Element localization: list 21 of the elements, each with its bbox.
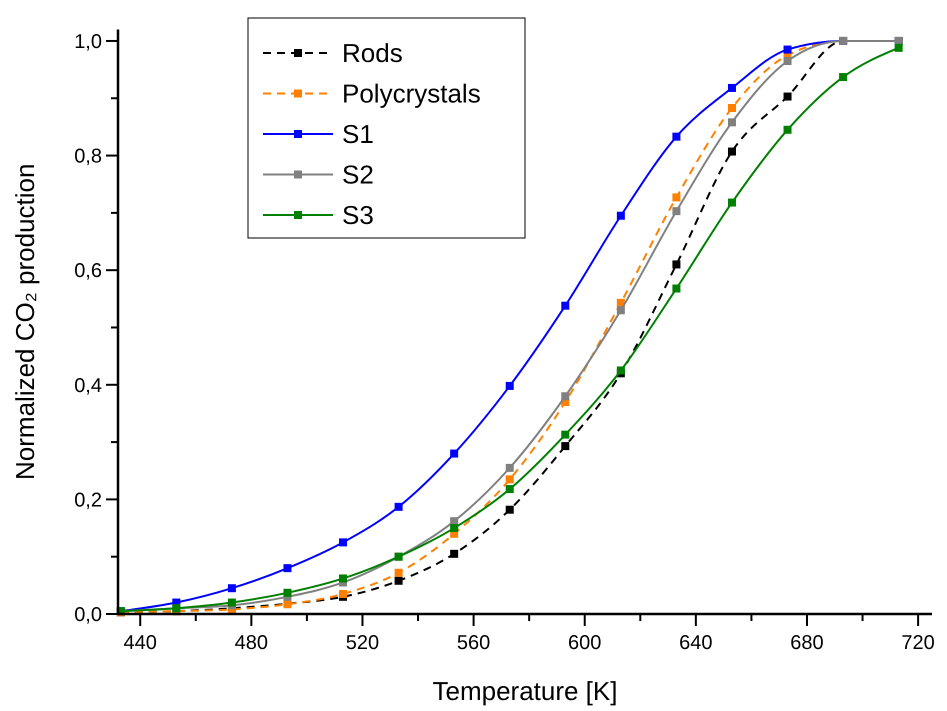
legend-label: S2 [342,160,374,190]
y-tick-label: 0,0 [74,604,102,626]
legend-label: Polycrystals [342,78,481,108]
x-tick-label: 680 [790,632,824,654]
legend-label: S1 [342,119,374,149]
y-tick-label: 0,6 [74,260,102,282]
y-tick-label: 0,8 [74,146,102,168]
x-tick-label: 600 [568,632,602,654]
x-tick-label: 440 [124,632,157,654]
y-tick-label: 0,2 [74,489,102,512]
x-axis-title: Temperature [K] [432,676,618,706]
x-tick-label: 520 [346,632,380,654]
legend-label: S3 [342,200,374,230]
y-tick-label: 1,0 [74,30,102,53]
x-tick-label: 480 [234,632,268,654]
y-axis-title: Normalized CO₂ production [10,164,40,480]
x-tick-label: 560 [456,632,490,654]
x-tick-label: 720 [901,632,935,654]
legend-label: Rods [342,38,403,68]
x-tick-label: 640 [679,632,713,654]
y-tick-label: 0,4 [74,374,102,397]
